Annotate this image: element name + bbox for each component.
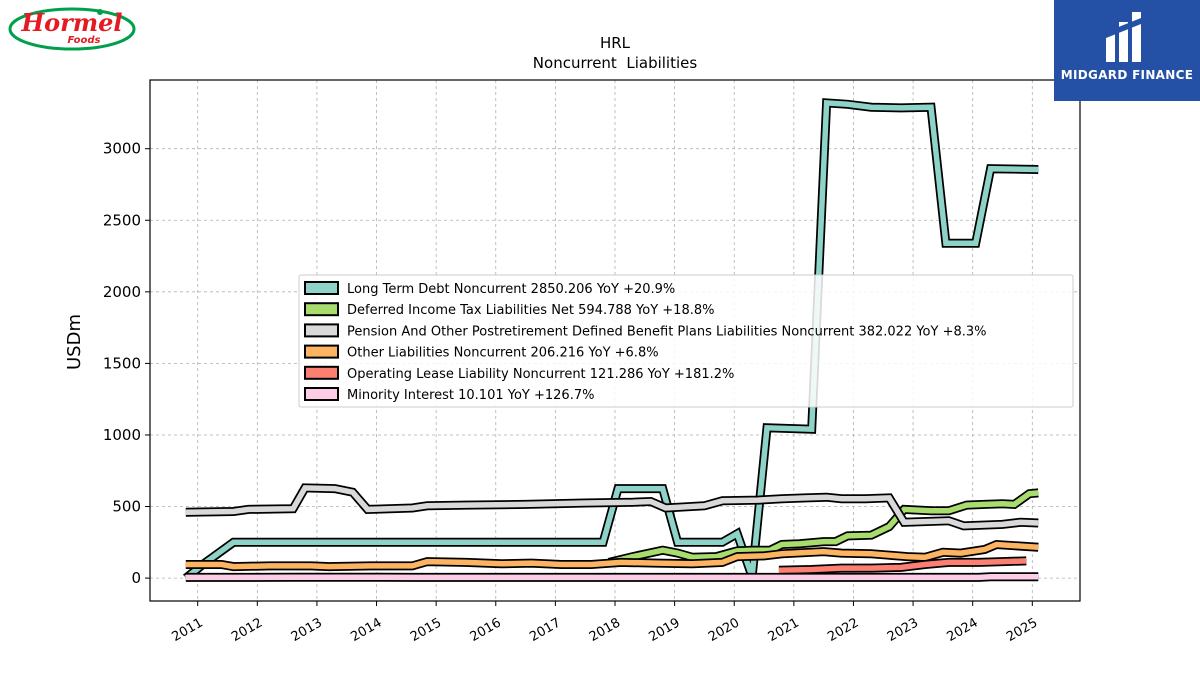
- x-tick-label: 2012: [229, 615, 265, 645]
- y-tick-label: 0: [131, 569, 141, 587]
- x-axis: 2011 2012 2013 2014 2015 2016 2017 2018 2019 2020…: [170, 601, 1040, 645]
- legend-label: Pension And Other Postretirement Defined…: [347, 324, 987, 339]
- series-0: [182, 98, 1039, 582]
- midgard-finance-logo: MIDGARD FINANCE: [1054, 0, 1200, 101]
- legend-label: Other Liabilities Noncurrent 206.216 YoY…: [347, 346, 659, 361]
- leaf-icon: [97, 9, 103, 15]
- legend: Long Term Debt Noncurrent 2850.206 YoY +…: [298, 274, 1074, 408]
- x-tick-label: 2016: [468, 615, 504, 645]
- series-line: [608, 490, 1039, 566]
- legend-swatch: [304, 387, 339, 401]
- series-5: [185, 572, 1039, 582]
- x-tick-label: 2023: [885, 615, 921, 645]
- chart-subtitle: Noncurrent Liabilities: [533, 54, 698, 72]
- series-3: [185, 539, 1039, 572]
- chart-title: HRL: [600, 34, 631, 52]
- y-tick-label: 1500: [103, 354, 141, 372]
- y-tick-label: 3000: [103, 140, 141, 158]
- midgard-mark-icon: [1106, 12, 1141, 62]
- y-tick-label: 2000: [103, 283, 141, 301]
- x-tick-label: 2014: [348, 615, 384, 645]
- y-axis-label: USDm: [64, 314, 85, 370]
- hormel-logo: Hormel Foods: [8, 6, 136, 52]
- y-tick-label: 500: [112, 498, 141, 516]
- series-4: [778, 556, 1027, 575]
- legend-box: [298, 274, 1074, 408]
- x-tick-label: 2024: [945, 615, 981, 645]
- series-line: [185, 485, 1039, 529]
- y-axis: 0 500 1000 1500 2000 2500 3000: [103, 140, 150, 587]
- hormel-logo-sub: Foods: [68, 35, 101, 46]
- x-tick-label: 2025: [1004, 615, 1040, 645]
- y-tick-label: 2500: [103, 211, 141, 229]
- midgard-finance-name: MIDGARD FINANCE: [1060, 68, 1194, 82]
- series-layer: [182, 98, 1039, 582]
- series-line: [184, 99, 1039, 581]
- legend-swatch: [304, 323, 339, 338]
- series-line: [185, 541, 1039, 570]
- legend-swatch: [304, 302, 339, 317]
- x-tick-label: 2018: [587, 615, 623, 645]
- series-line: [185, 573, 1039, 581]
- x-tick-label: 2011: [170, 615, 206, 645]
- legend-label: Long Term Debt Noncurrent 2850.206 YoY +…: [347, 282, 675, 297]
- x-tick-label: 2022: [825, 615, 861, 645]
- legend-label: Minority Interest 10.101 YoY +126.7%: [347, 388, 594, 403]
- x-tick-label: 2013: [289, 615, 325, 645]
- series-1: [607, 488, 1039, 567]
- hormel-logo-name: Hormel: [20, 8, 122, 37]
- x-tick-label: 2020: [706, 615, 742, 645]
- legend-swatch: [304, 281, 339, 295]
- x-tick-label: 2015: [408, 615, 444, 645]
- legend-label: Deferred Income Tax Liabilities Net 594.…: [347, 303, 715, 318]
- series-2: [185, 483, 1039, 531]
- x-tick-label: 2021: [766, 615, 802, 645]
- x-tick-label: 2017: [527, 615, 563, 645]
- legend-swatch: [304, 365, 339, 380]
- x-tick-label: 2019: [646, 615, 682, 645]
- series-line: [778, 558, 1027, 573]
- y-tick-label: 1000: [103, 426, 141, 444]
- legend-label: Operating Lease Liability Noncurrent 121…: [347, 367, 734, 382]
- legend-swatch: [304, 344, 339, 359]
